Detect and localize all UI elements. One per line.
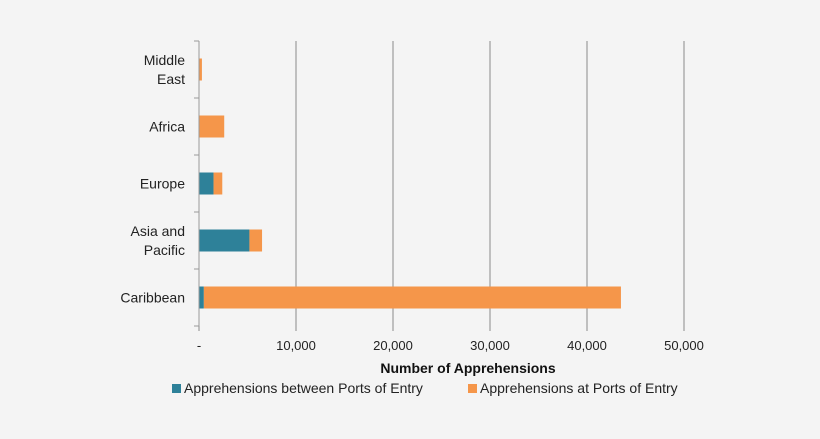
legend-label: Apprehensions between Ports of Entry — [184, 380, 423, 396]
category-label: East — [157, 71, 185, 87]
category-label: Middle — [144, 52, 185, 68]
bar-at-ports — [249, 229, 263, 252]
bar-at-ports — [199, 115, 225, 138]
legend-swatch — [468, 384, 477, 393]
x-tick-label: 20,000 — [373, 338, 413, 353]
x-tick-label: 10,000 — [276, 338, 316, 353]
bar-between-ports — [199, 172, 214, 195]
labels: - 10,000 20,000 30,000 40,000 50,000 Middle Eas… — [120, 52, 703, 353]
bar-between-ports — [199, 286, 204, 309]
x-axis-title: Number of Apprehensions — [380, 360, 555, 376]
category-label: Africa — [149, 119, 185, 135]
category-label: Caribbean — [120, 290, 185, 306]
bar-at-ports — [213, 172, 223, 195]
category-label: Europe — [140, 176, 185, 192]
bars — [199, 58, 621, 309]
bar-at-ports — [203, 286, 621, 309]
category-label: Pacific — [144, 242, 185, 258]
x-tick-label: 30,000 — [470, 338, 510, 353]
x-tick-label: 40,000 — [567, 338, 607, 353]
gridlines — [295, 41, 685, 326]
axes — [194, 40, 685, 331]
legend-label: Apprehensions at Ports of Entry — [480, 380, 678, 396]
x-tick-label: - — [197, 338, 201, 353]
x-tick-label: 50,000 — [664, 338, 704, 353]
bar-at-ports — [199, 58, 202, 81]
legend-swatch — [172, 384, 181, 393]
legend: Apprehensions between Ports of Entry Appr… — [172, 380, 678, 396]
bar-between-ports — [199, 229, 250, 252]
category-label: Asia and — [131, 223, 185, 239]
